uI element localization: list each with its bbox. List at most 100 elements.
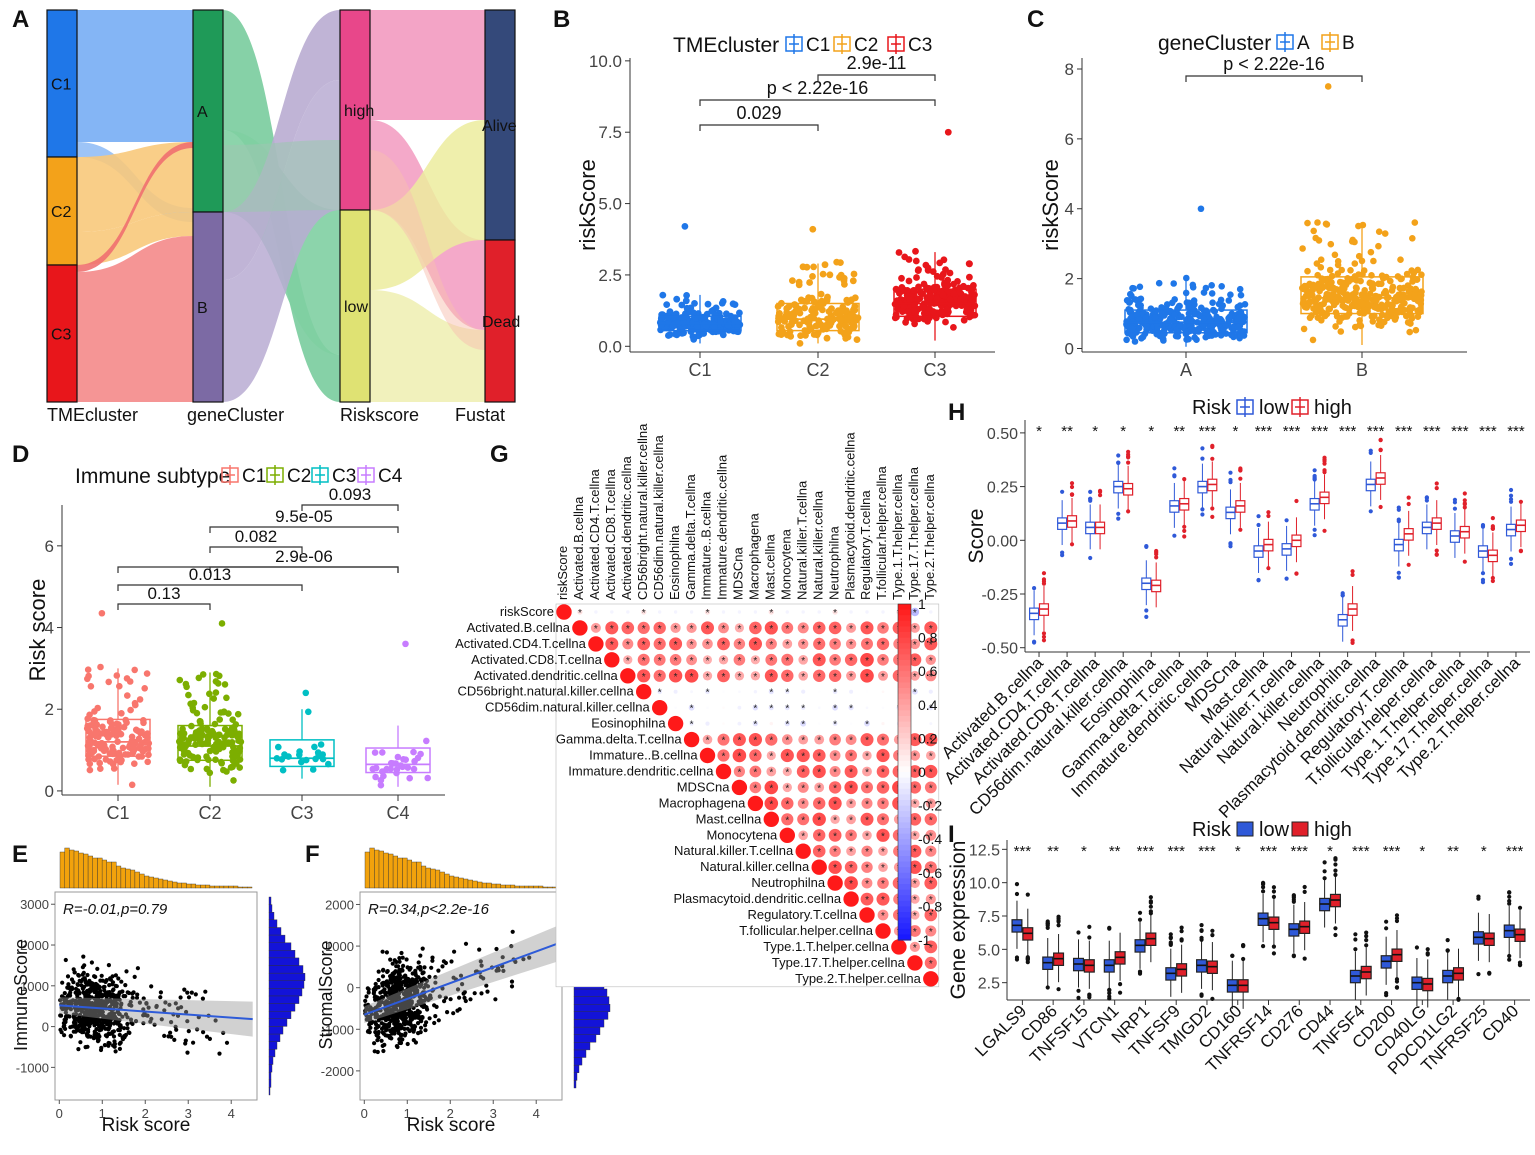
heatmap-row-label: Eosinophilna — [591, 716, 666, 731]
scatter-point — [386, 1017, 391, 1022]
data-point — [228, 763, 236, 771]
scatter-point — [86, 1000, 91, 1005]
colorbar-segment — [898, 632, 911, 639]
data-point — [1137, 295, 1145, 303]
outlier-point — [1210, 514, 1215, 520]
colorbar-segment — [898, 727, 911, 734]
data-point — [1226, 313, 1233, 321]
outlier-point — [1116, 516, 1121, 521]
heatmap-cell — [769, 721, 773, 726]
data-point — [393, 766, 401, 773]
hist-bar-top — [369, 847, 375, 889]
heatmap-cell — [636, 684, 652, 700]
data-point — [424, 774, 432, 782]
scatter-point — [81, 970, 86, 975]
colorbar-segment — [898, 794, 911, 801]
scatter-point — [106, 963, 111, 968]
scatter-point — [98, 1047, 104, 1053]
colorbar-segment — [898, 917, 911, 924]
scatter-point — [122, 1034, 127, 1039]
outlier-point — [1384, 926, 1389, 931]
scatter-point — [477, 947, 482, 952]
scatter-point — [442, 999, 447, 1004]
data-point — [687, 328, 695, 335]
hist-bar-right — [573, 1019, 605, 1028]
outlier-point — [1302, 956, 1307, 961]
sankey-node-label: high — [344, 103, 374, 120]
scatter-point — [183, 1041, 188, 1046]
data-point — [1160, 337, 1167, 344]
colorbar-segment — [898, 738, 911, 745]
data-point — [1300, 325, 1308, 333]
y-tick-label: -0.25 — [982, 587, 1019, 604]
scatter-point — [111, 987, 116, 992]
scatter-point — [125, 1026, 130, 1031]
heatmap-star: * — [753, 672, 757, 683]
scatter-point — [103, 979, 108, 984]
scatter-point — [71, 1029, 76, 1034]
legend-title: Risk — [1192, 819, 1232, 841]
heatmap-star: * — [817, 656, 821, 667]
data-point — [225, 739, 232, 746]
sankey-flow — [77, 142, 193, 272]
sankey-node-c3 — [46, 264, 78, 403]
heatmap-col-label: Macrophagena — [747, 513, 762, 600]
heatmap-col-label: T.follicular.helper.cellna — [874, 466, 889, 600]
heatmap-star: * — [833, 672, 837, 683]
scatter-point — [88, 1034, 93, 1039]
data-point — [1381, 230, 1389, 237]
sankey-axis-label: TMEcluster — [47, 405, 138, 425]
heatmap-star: * — [833, 815, 837, 826]
colorbar-tick-label: -1 — [918, 932, 931, 948]
heatmap-star: * — [801, 704, 805, 715]
hist-bar-top — [500, 884, 506, 889]
data-point — [693, 323, 701, 331]
outlier-point — [1069, 484, 1075, 490]
heatmap-star: * — [929, 959, 933, 970]
data-point — [837, 259, 844, 266]
scatter-point — [65, 974, 71, 979]
data-point-max — [944, 128, 952, 136]
hist-bar-top — [533, 885, 539, 889]
x-tick-label: C4 — [386, 803, 409, 823]
hist-bar-top — [78, 852, 84, 889]
heatmap-star: * — [865, 767, 869, 778]
heatmap-row-label: Natural.killer.T.cellna — [674, 843, 794, 858]
scatter-point — [158, 995, 163, 1000]
heatmap-star: * — [865, 895, 869, 906]
sankey-axis-label: Fustat — [455, 405, 505, 425]
data-point — [1319, 276, 1327, 283]
heatmap-col-label: CD56bright.natural.killer.cellna — [635, 423, 650, 600]
heatmap-star: * — [833, 656, 837, 667]
hist-bar-top — [463, 878, 469, 889]
outlier-point — [1266, 566, 1271, 571]
hist-bar-top — [472, 880, 478, 889]
scatter-point — [461, 991, 466, 996]
heatmap-star: * — [785, 704, 789, 715]
outlier-point — [1284, 518, 1289, 523]
scatter-point — [463, 941, 469, 946]
outlier-point — [1069, 542, 1075, 547]
data-point — [836, 322, 843, 330]
hist-bar-top — [477, 881, 483, 889]
hist-bar-right — [268, 1056, 274, 1065]
data-point — [1331, 285, 1339, 293]
data-point — [124, 692, 131, 699]
heatmap-star: * — [849, 783, 853, 794]
significance-marker: *** — [1199, 423, 1217, 440]
data-point — [180, 730, 188, 737]
colorbar-segment — [898, 671, 911, 678]
heatmap-col-label: Activated.CD4.T.cellna — [587, 468, 602, 600]
hist-bar-top — [148, 876, 154, 889]
data-point — [203, 765, 211, 773]
hist-bar-right — [268, 988, 303, 997]
legend-label: high — [1314, 397, 1352, 419]
outlier-point — [1041, 579, 1047, 584]
heatmap-star: * — [594, 624, 598, 635]
scatter-point — [78, 1029, 83, 1034]
heatmap-star: * — [817, 752, 821, 763]
heatmap-star: * — [690, 720, 694, 731]
outlier-point — [1117, 990, 1123, 995]
hist-bar-top — [416, 861, 422, 889]
